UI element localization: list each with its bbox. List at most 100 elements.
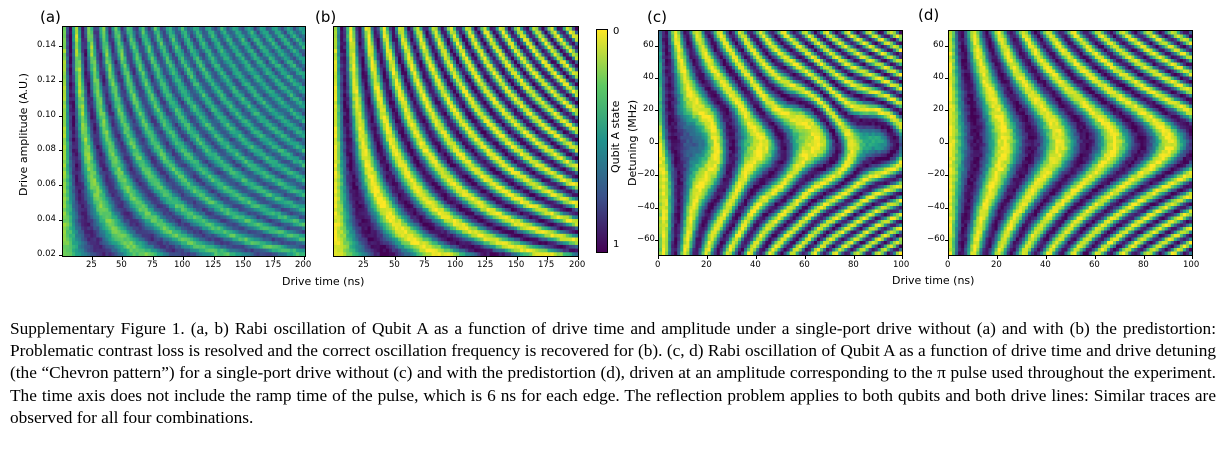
heatmap-cell	[180, 248, 185, 253]
heatmap-cell	[298, 75, 303, 80]
heatmap-cell	[184, 75, 188, 80]
heatmap-cell	[96, 226, 100, 231]
heatmap-cell	[147, 252, 152, 256]
heatmap-cell	[102, 97, 106, 102]
heatmap-cell	[301, 178, 305, 183]
heatmap-cell	[190, 241, 194, 246]
heatmap-cell	[274, 27, 279, 32]
heatmap-cell	[168, 185, 173, 191]
heatmap-cell	[184, 93, 188, 98]
heatmap-cell	[274, 171, 279, 176]
heatmap-cell	[184, 130, 188, 135]
heatmap-cell	[229, 233, 233, 239]
heatmap-cell	[259, 230, 264, 235]
heatmap-cell	[93, 230, 97, 235]
heatmap-cell	[265, 193, 270, 198]
heatmap-cell	[280, 233, 285, 239]
heatmap-cell	[165, 78, 170, 83]
heatmap-cell	[283, 75, 288, 80]
heatmap-cell	[298, 233, 303, 239]
heatmap-cell	[289, 134, 294, 139]
panel-label-b: (b)	[315, 8, 336, 26]
heatmap-cell	[256, 60, 261, 65]
heatmap-cell	[150, 130, 155, 135]
heatmap-cell	[135, 171, 140, 176]
heatmap-cell	[87, 38, 91, 43]
heatmap-cell	[274, 130, 279, 135]
heatmap-cell	[180, 156, 185, 161]
heatmap-cell	[286, 123, 291, 128]
heatmap-cell	[177, 82, 182, 87]
heatmap-cell	[132, 244, 137, 250]
heatmap-cell	[217, 156, 221, 161]
heatmap-cell	[301, 248, 305, 253]
heatmap-cell	[72, 226, 76, 231]
heatmap-cell	[295, 45, 300, 50]
heatmap-cell	[117, 49, 121, 54]
heatmap-cell	[190, 56, 194, 61]
heatmap-cell	[217, 49, 221, 54]
heatmap-cell	[99, 75, 103, 80]
heatmap-cell	[184, 52, 188, 58]
heatmap-cell	[190, 111, 194, 117]
heatmap-cell	[147, 159, 152, 165]
heatmap-cell	[84, 71, 88, 76]
heatmap-cell	[114, 207, 118, 213]
heatmap-cell	[292, 233, 297, 239]
heatmap-cell	[187, 130, 191, 135]
heatmap-cell	[123, 86, 128, 91]
heatmap-cell	[262, 75, 267, 80]
heatmap-cell	[114, 156, 118, 161]
heatmap-cell	[232, 233, 236, 239]
heatmap-cell	[223, 97, 227, 102]
heatmap-cell	[120, 159, 124, 165]
heatmap-cell	[223, 145, 227, 150]
heatmap-cell	[262, 126, 267, 131]
heatmap-cell	[247, 233, 252, 239]
heatmap-cell	[280, 204, 285, 209]
heatmap-cell	[226, 56, 230, 61]
heatmap-cell	[126, 123, 131, 128]
heatmap-cell	[123, 49, 128, 54]
heatmap-cell	[193, 248, 197, 253]
heatmap-cell	[153, 56, 158, 61]
heatmap-cell	[102, 222, 106, 227]
heatmap-cell	[132, 185, 137, 191]
heatmap-cell	[159, 104, 164, 109]
heatmap-cell	[147, 93, 152, 98]
heatmap-cell	[265, 119, 270, 124]
heatmap-cell	[202, 82, 206, 87]
heatmap-cell	[72, 119, 76, 124]
heatmap-cell	[87, 204, 91, 209]
heatmap-cell	[253, 148, 258, 154]
heatmap-cell	[217, 126, 221, 131]
heatmap-cell	[244, 204, 249, 209]
heatmap-cell	[295, 56, 300, 61]
heatmap-cell	[202, 200, 206, 205]
heatmap-cell	[75, 100, 79, 106]
heatmap-cell	[223, 189, 227, 194]
heatmap-cell	[235, 78, 239, 83]
heatmap-cell	[229, 252, 233, 256]
heatmap-cell	[187, 211, 191, 216]
heatmap-cell	[280, 137, 285, 142]
heatmap-cell	[217, 104, 221, 109]
heatmap-cell	[120, 134, 124, 139]
heatmap-cell	[250, 34, 255, 39]
heatmap-cell	[96, 82, 100, 87]
heatmap-cell	[280, 45, 285, 50]
heatmap-cell	[271, 56, 276, 61]
heatmap-cell	[132, 82, 137, 87]
heatmap-cell	[244, 93, 249, 98]
heatmap-cell	[184, 167, 188, 172]
heatmap-cell	[259, 89, 264, 94]
heatmap-cell	[174, 67, 179, 72]
heatmap-cell	[90, 52, 94, 58]
heatmap-cell	[220, 93, 224, 98]
heatmap-cell	[232, 163, 236, 168]
heatmap-cell	[147, 200, 152, 205]
heatmap-cell	[271, 244, 276, 250]
heatmap-cell	[187, 159, 191, 165]
heatmap-cell	[232, 56, 236, 61]
heatmap-cell	[69, 193, 73, 198]
